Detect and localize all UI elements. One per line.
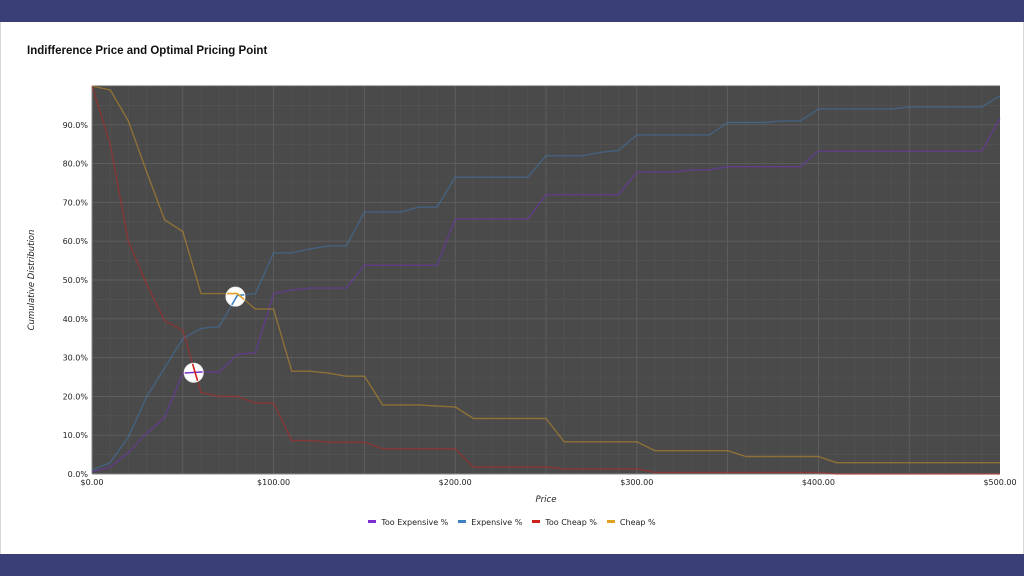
y-axis-title: Cumulative Distribution (27, 230, 37, 331)
y-tick-label: 30.0% (63, 354, 89, 363)
y-tick-label: 90.0% (63, 121, 89, 130)
bottom-band (0, 554, 1024, 576)
x-axis-title: Price (536, 495, 557, 505)
marker-crossing-line (226, 287, 245, 306)
legend-swatch (368, 520, 377, 523)
x-tick-label: $400.00 (802, 478, 835, 487)
y-tick-label: 70.0% (63, 198, 89, 207)
x-tick-label: $300.00 (620, 478, 653, 487)
y-tick-label: 80.0% (63, 160, 89, 169)
legend-swatch (458, 520, 467, 523)
legend-item[interactable]: Expensive % (458, 518, 522, 527)
y-tick-label: 10.0% (63, 431, 89, 440)
intersection-marker (225, 286, 246, 307)
y-tick-label: 0.0% (68, 470, 89, 479)
y-tick-label: 60.0% (63, 237, 89, 246)
legend-label: Too Expensive % (381, 518, 449, 527)
y-tick-label: 20.0% (63, 392, 89, 401)
legend-item[interactable]: Cheap % (606, 518, 656, 527)
legend-item[interactable]: Too Cheap % (532, 518, 597, 527)
series-line (91, 117, 1001, 473)
x-tick-label: $100.00 (257, 478, 290, 487)
x-tick-label: $500.00 (983, 478, 1016, 487)
top-band (0, 0, 1024, 22)
y-tick-label: 50.0% (63, 276, 89, 285)
legend-swatch (532, 520, 541, 523)
x-tick-label: $0.00 (81, 478, 104, 487)
legend-label: Cheap % (619, 518, 656, 527)
legend-item[interactable]: Too Expensive % (368, 518, 448, 527)
series-line (91, 85, 1000, 475)
chart-legend: Too Expensive % Expensive % Too Cheap % Che… (0, 518, 1024, 527)
legend-label: Expensive % (471, 518, 523, 527)
y-tick-label: 40.0% (63, 315, 89, 324)
legend-swatch (606, 520, 615, 523)
chart-title: Indifference Price and Optimal Pricing P… (27, 45, 268, 57)
marker-crossing-line (226, 287, 245, 306)
legend-label: Too Cheap % (545, 518, 597, 527)
x-tick-label: $200.00 (439, 478, 472, 487)
